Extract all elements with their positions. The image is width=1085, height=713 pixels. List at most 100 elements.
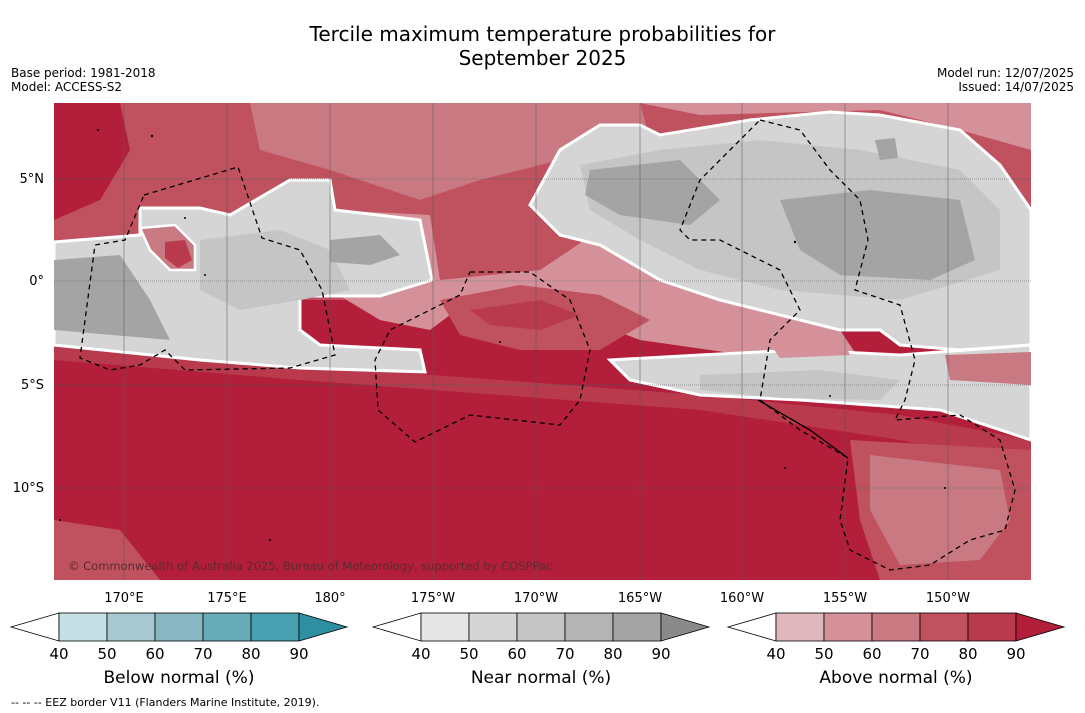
eez-border-east <box>679 119 1016 571</box>
near-normal-70-east-a <box>585 160 720 225</box>
above-normal-colorbar-segment <box>775 612 825 642</box>
above-normal-colorbar-segment <box>823 612 873 642</box>
island-marker <box>150 134 154 138</box>
above-normal-colorbar-segment <box>919 612 969 642</box>
graticule <box>54 178 1031 489</box>
island-marker <box>184 217 186 219</box>
near-normal-60-west <box>200 230 350 310</box>
lat-label: 5°S <box>21 378 44 393</box>
below-normal-colorbar-tick: 90 <box>289 645 308 663</box>
lat-axis: 5°N 0° 5°S 10°S <box>13 172 44 496</box>
map-title: Tercile maximum temperature probabilitie… <box>0 22 1085 70</box>
below-normal-colorbar-tick: 60 <box>145 645 164 663</box>
above-normal-colorbar: 40 50 60 70 80 90 <box>726 612 1066 663</box>
eez-borders <box>79 119 1016 571</box>
above-normal-50-ne <box>640 103 1031 150</box>
below-normal-colorbar-segment <box>202 612 252 642</box>
near-normal-colorbar-low-extend <box>371 612 422 642</box>
above-normal-80-center <box>470 300 580 330</box>
lon-label: 170°E <box>104 591 144 606</box>
above-normal-90-south <box>54 360 1031 580</box>
island-marker <box>784 467 786 469</box>
island-marker <box>793 240 797 244</box>
lat-label: 10°S <box>13 481 44 496</box>
island-marker <box>269 539 271 541</box>
eez-footnote: -- -- -- EEZ border V11 (Flanders Marine… <box>11 696 320 709</box>
lon-label: 165°W <box>618 591 662 606</box>
above-normal-pocket-far-east <box>945 352 1031 385</box>
above-normal-pocket-core <box>165 240 192 268</box>
colorbars: 40 50 60 70 80 90 40 50 60 70 80 90 40 50 60 70 80 90 <box>9 612 1066 663</box>
lat-label: 5°N <box>20 172 45 187</box>
above-normal-colorbar-tick: 80 <box>958 645 977 663</box>
run-info-left: Base period: 1981-2018 Model: ACCESS-S2 <box>11 66 156 94</box>
near-normal-colorbar-segment <box>612 612 662 642</box>
above-normal-50-equator <box>330 210 860 360</box>
below-normal-colorbar-low-extend <box>9 612 60 642</box>
title-line-2: September 2025 <box>458 46 627 70</box>
below-normal-colorbar: 40 50 60 70 80 90 <box>9 612 349 663</box>
lon-label: 175°W <box>411 591 455 606</box>
above-normal-60-se <box>870 455 1010 565</box>
near-normal-colorbar-tick: 50 <box>459 645 478 663</box>
run-info-right: Model run: 12/07/2025 Issued: 14/07/2025 <box>937 66 1074 94</box>
island-marker <box>204 274 206 276</box>
below-normal-colorbar-tick: 40 <box>49 645 68 663</box>
below-normal-colorbar-high-extend <box>298 612 349 642</box>
above-normal-60-north <box>250 103 650 200</box>
lon-label: 180° <box>314 591 345 606</box>
lon-label: 175°E <box>207 591 247 606</box>
copyright-notice: © Commonwealth of Australia 2025, Bureau… <box>68 559 552 573</box>
below-normal-colorbar-tick: 70 <box>193 645 212 663</box>
near-normal-colorbar-segment <box>468 612 518 642</box>
above-normal-colorbar-low-extend <box>726 612 777 642</box>
near-normal-colorbar-segment <box>564 612 614 642</box>
island-marker <box>944 487 946 489</box>
island-markers <box>59 129 946 541</box>
near-normal-70-westcore <box>330 235 400 265</box>
model-run-date: Model run: 12/07/2025 <box>936 66 1074 80</box>
above-normal-colorbar-tick: 40 <box>766 645 785 663</box>
eez-border-center <box>374 271 591 443</box>
above-normal-colorbar-tick: 90 <box>1006 645 1025 663</box>
above-normal-colorbar-tick: 70 <box>910 645 929 663</box>
above-normal-colorbar-tick: 50 <box>814 645 833 663</box>
graticule-lon <box>123 103 949 580</box>
above-normal-colorbar-segment <box>871 612 921 642</box>
map-panel <box>52 103 1033 580</box>
issued-date: Issued: 14/07/2025 <box>958 80 1074 94</box>
near-normal-colorbar-tick: 80 <box>603 645 622 663</box>
island-marker <box>499 341 501 343</box>
below-normal-label: Below normal (%) <box>103 668 255 688</box>
near-normal-colorbar-tick: 70 <box>555 645 574 663</box>
below-normal-colorbar-segment <box>154 612 204 642</box>
near-normal-colorbar: 40 50 60 70 80 90 <box>371 612 711 663</box>
title-line-1: Tercile maximum temperature probabilitie… <box>309 22 776 46</box>
near-normal-70-east-c <box>875 138 898 160</box>
near-normal-colorbar-tick: 60 <box>507 645 526 663</box>
below-normal-colorbar-segment <box>250 612 300 642</box>
lon-axis: 170°E 175°E 180° 175°W 170°W 165°W 160°W… <box>104 591 970 606</box>
island-marker <box>97 129 99 131</box>
above-normal-colorbar-tick: 60 <box>862 645 881 663</box>
near-normal-label: Near normal (%) <box>470 668 612 688</box>
near-normal-colorbar-high-extend <box>660 612 711 642</box>
near-normal-colorbar-segment <box>516 612 566 642</box>
island-marker <box>829 395 831 397</box>
island-marker <box>59 519 61 521</box>
above-normal-90-nw <box>54 103 130 220</box>
near-normal-colorbar-tick: 40 <box>411 645 430 663</box>
near-normal-colorbar-tick: 90 <box>651 645 670 663</box>
below-normal-colorbar-tick: 50 <box>97 645 116 663</box>
above-normal-colorbar-high-extend <box>1015 612 1066 642</box>
below-normal-colorbar-tick: 80 <box>241 645 260 663</box>
below-normal-colorbar-segment <box>106 612 156 642</box>
above-normal-colorbar-segment <box>967 612 1017 642</box>
near-normal-colorbar-segment <box>420 612 470 642</box>
lon-label: 150°W <box>926 591 970 606</box>
eez-border-solid-segment <box>757 399 849 459</box>
base-period: Base period: 1981-2018 <box>11 66 156 80</box>
near-normal-70-west <box>54 255 170 340</box>
above-normal-70-sw <box>54 520 160 580</box>
below-normal-colorbar-segment <box>58 612 108 642</box>
